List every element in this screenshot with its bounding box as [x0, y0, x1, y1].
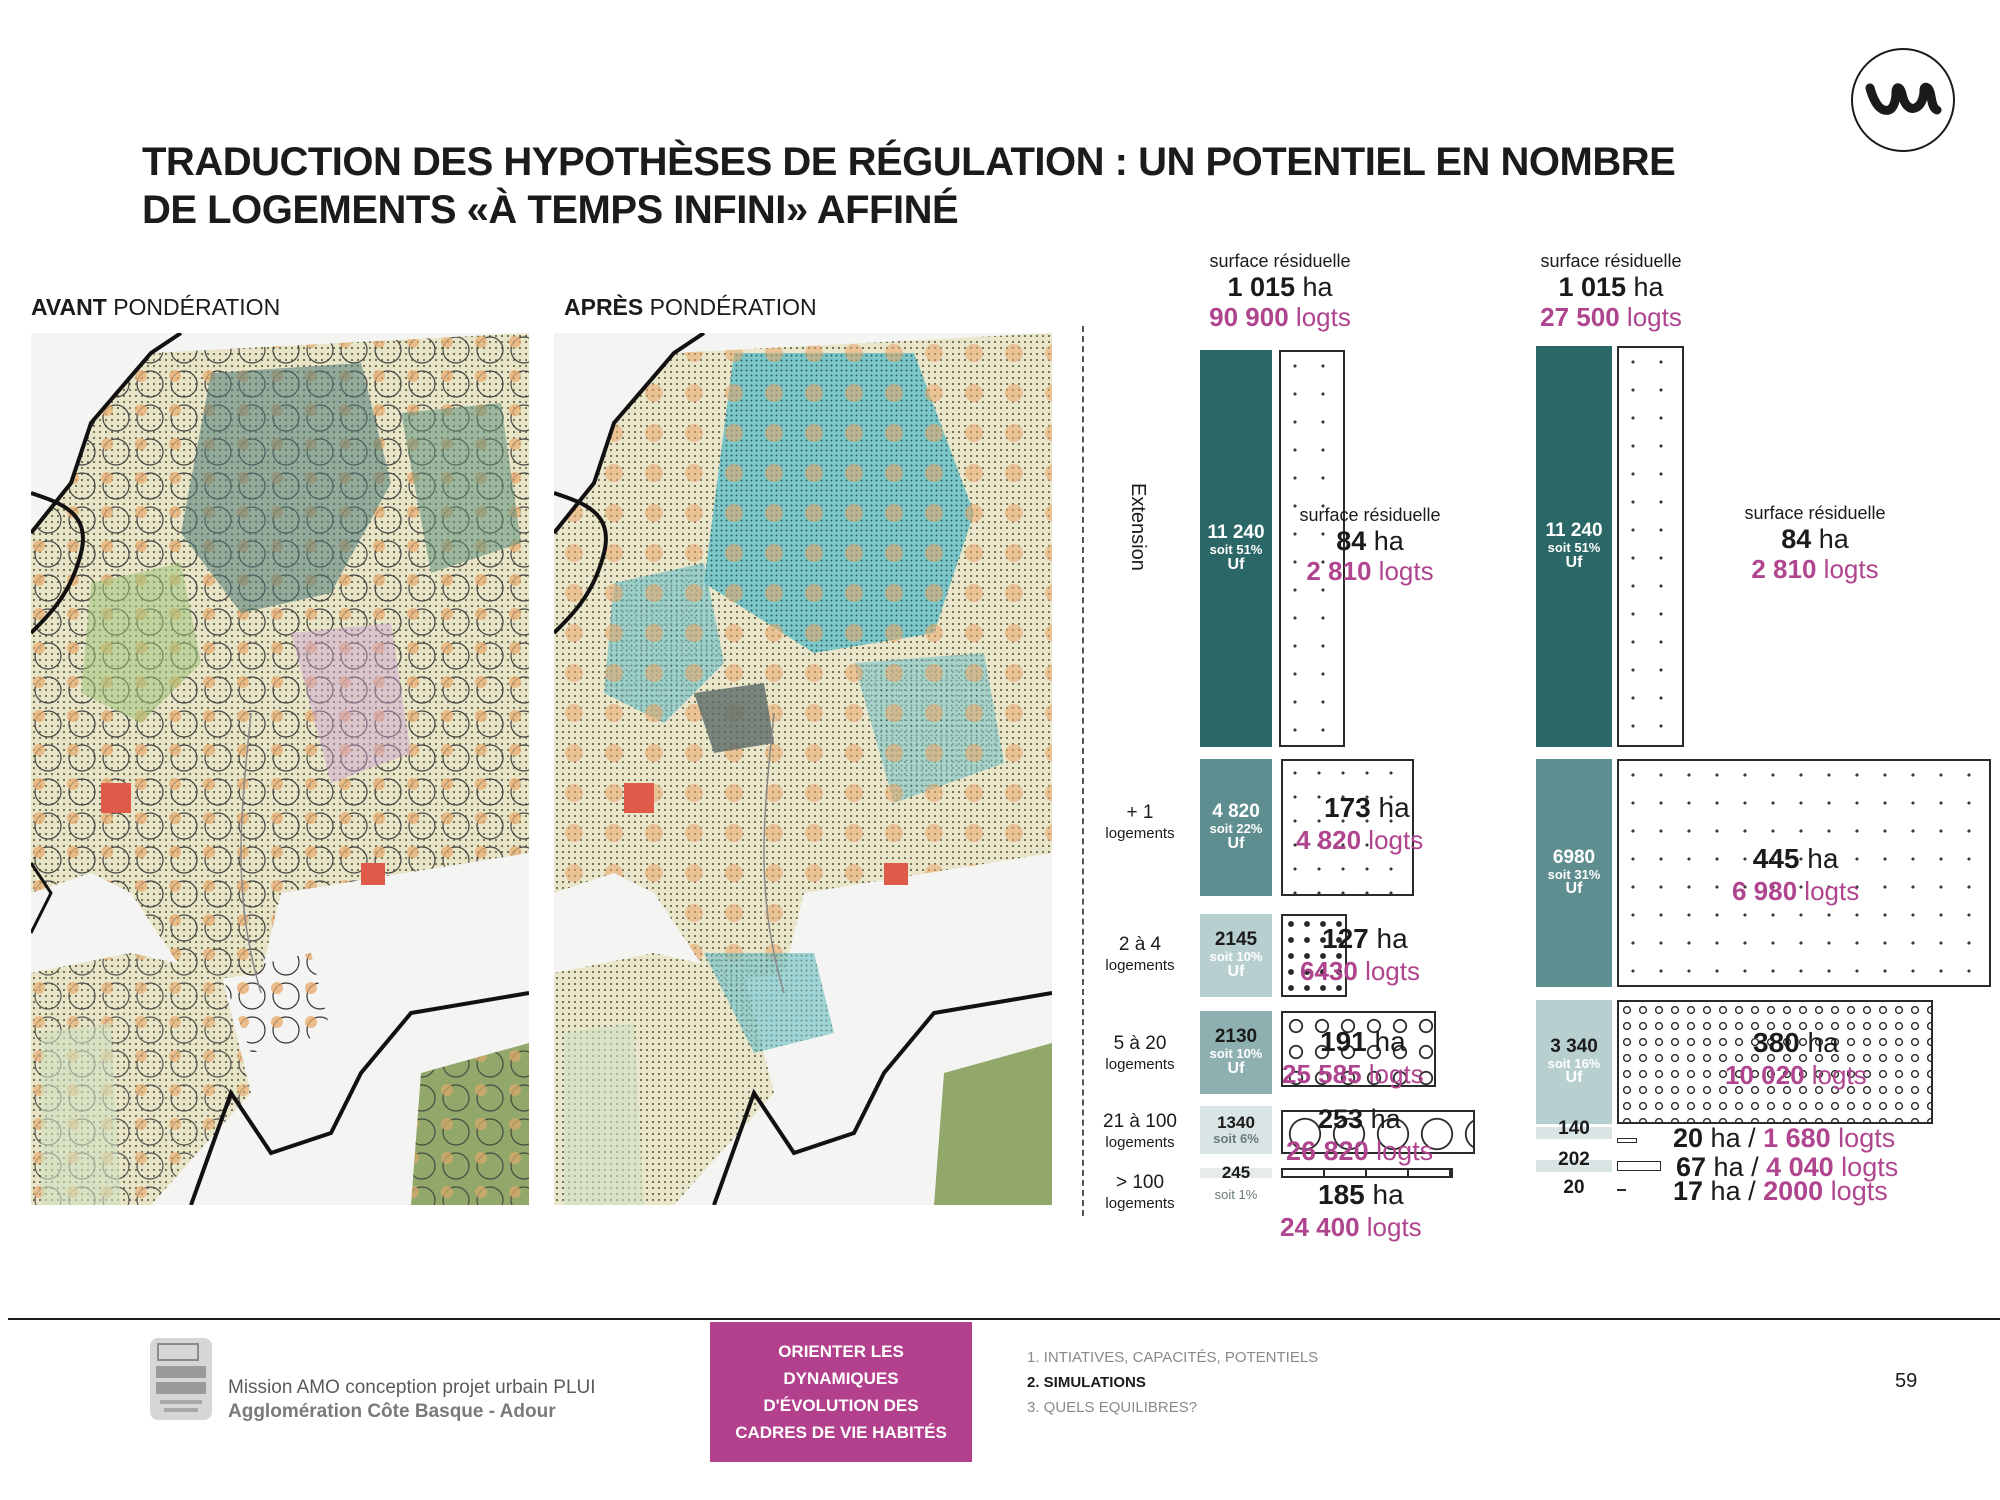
map-apres-svg — [554, 333, 1052, 1205]
col2-header-ha: 1 015 ha — [1558, 271, 1664, 302]
col1-bar-3: 2130 soit 10% Uf — [1200, 1011, 1272, 1094]
col1-value-3: 191 ha 25 585 logts — [1282, 1026, 1424, 1089]
brand-logo-icon — [1865, 82, 1942, 115]
col1-bar-1: 4 820 soit 22% Uf — [1200, 759, 1272, 896]
col2-small-pattern-1 — [1617, 1138, 1637, 1143]
cat-label-1: + 1 logements — [1105, 802, 1175, 842]
col2-small-value-2: 67 ha / 4 040 logts — [1676, 1152, 1899, 1182]
title-line-1: TRADUCTION DES HYPOTHÈSES DE RÉGULATION … — [142, 140, 1676, 184]
col1-header-logts: 90 900 logts — [1209, 301, 1351, 332]
col1-extension-pattern — [1279, 350, 1345, 747]
col2-small-pattern-2 — [1617, 1161, 1661, 1171]
col1-value-2: 127 ha 6430 logts — [1300, 923, 1420, 986]
section-badge: ORIENTER LES DYNAMIQUES D'ÉVOLUTION DES … — [710, 1322, 972, 1462]
col2-extension-bar: 11 240 soit 51% Uf — [1536, 346, 1612, 747]
extension-label: Extension — [1127, 483, 1149, 571]
col1-header: surface résiduelle 1 015 ha 90 900 logts — [1180, 251, 1380, 333]
col2-small-bar-1 — [1536, 1127, 1612, 1139]
col2-extension-pattern — [1617, 346, 1684, 747]
col1-bar-2: 2145 soit 10% Uf — [1200, 914, 1272, 997]
col2-header-label: surface résiduelle — [1540, 251, 1682, 271]
cat-label-2: 2 à 4 logements — [1105, 934, 1175, 974]
col1-extension-bar: 11 240 soit 51% Uf — [1200, 350, 1272, 747]
page-number: 59 — [1895, 1370, 1918, 1392]
col2-small-count-2: 202 — [1558, 1149, 1590, 1170]
page-title: TRADUCTION DES HYPOTHÈSES DE RÉGULATION … — [142, 138, 1676, 234]
col2-value-2: 380 ha 10 020 logts — [1725, 1027, 1867, 1090]
col1-value-1: 173 ha 4 820 logts — [1296, 792, 1424, 855]
footer-mission-text: Mission AMO conception projet urbain PLU… — [228, 1377, 596, 1398]
col2-header-logts: 27 500 logts — [1540, 301, 1682, 332]
col1-pattern-5 — [1281, 1168, 1453, 1178]
footer-mission: Mission AMO conception projet urbain PLU… — [228, 1376, 596, 1424]
col2-small-count-3: 20 — [1563, 1177, 1585, 1198]
col1-header-ha: 1 015 ha — [1227, 271, 1333, 302]
column-divider — [1082, 326, 1084, 1216]
map-label-apres: APRÈS PONDÉRATION — [564, 294, 817, 320]
cat-label-3: 5 à 20 logements — [1105, 1033, 1175, 1073]
col2-bar-2: 3 340 soit 16% Uf — [1536, 1000, 1612, 1124]
map-avant-svg — [31, 333, 529, 1205]
map-avant-ponderation — [31, 333, 529, 1205]
col1-pattern-2 — [1281, 914, 1347, 997]
plui-logo — [150, 1338, 212, 1420]
col2-small-bar-2 — [1536, 1160, 1612, 1172]
col1-bar-5-value: 245 — [1221, 1163, 1251, 1182]
col2-small-pattern-3 — [1617, 1189, 1626, 1191]
col2-bar-1: 6980 soit 31% Uf — [1536, 759, 1612, 987]
map-apres-ponderation — [554, 333, 1052, 1205]
col1-pattern-1 — [1281, 759, 1414, 896]
brand-logo — [1851, 48, 1955, 152]
nav-item-2-current[interactable]: 2. SIMULATIONS — [1027, 1374, 1146, 1391]
col2-value-1: 445 ha 6 980 logts — [1732, 843, 1860, 906]
col2-header: surface résiduelle 1 015 ha 27 500 logts — [1511, 251, 1711, 333]
col1-bar-5-pct: soit 1% — [1214, 1187, 1258, 1202]
col1-header-label: surface résiduelle — [1209, 251, 1351, 271]
map-label-avant: AVANT PONDÉRATION — [31, 294, 281, 320]
col1-bar-4: 1340 soit 6% — [1200, 1106, 1272, 1154]
nav-item-3[interactable]: 3. QUELS EQUILIBRES? — [1027, 1399, 1198, 1416]
col1-pattern-3 — [1281, 1011, 1436, 1087]
col2-extension-value: surface résiduelle 84 ha 2 810 logts — [1744, 503, 1886, 584]
footer-divider — [8, 1318, 2000, 1320]
title-line-2: DE LOGEMENTS «À TEMPS INFINI» AFFINÉ — [142, 188, 959, 232]
col2-small-count-1: 140 — [1558, 1118, 1590, 1139]
cat-label-5: > 100 logements — [1105, 1172, 1175, 1212]
footer-agglo-text: Agglomération Côte Basque - Adour — [228, 1401, 556, 1422]
col2-small-value-3: 17 ha / 2000 logts — [1673, 1176, 1888, 1206]
plui-logo-icon — [150, 1338, 212, 1420]
col2-pattern-2 — [1617, 1000, 1933, 1124]
section-badge-text: ORIENTER LES DYNAMIQUES D'ÉVOLUTION DES … — [735, 1342, 947, 1442]
section-nav: 1. INTIATIVES, CAPACITÉS, POTENTIELS 2. … — [1027, 1345, 1318, 1420]
col1-value-5: 185 ha 24 400 logts — [1280, 1179, 1422, 1242]
col1-value-4: 253 ha 26 820 logts — [1286, 1104, 1434, 1167]
nav-item-1[interactable]: 1. INTIATIVES, CAPACITÉS, POTENTIELS — [1027, 1349, 1319, 1366]
cat-label-4: 21 à 100 logements — [1103, 1111, 1177, 1151]
col2-small-value-1: 20 ha / 1 680 logts — [1673, 1123, 1896, 1153]
col1-extension-value: surface résiduelle 84 ha 2 810 logts — [1299, 505, 1441, 586]
col1-bar-5 — [1200, 1168, 1272, 1178]
col1-pattern-4 — [1281, 1110, 1475, 1154]
col2-pattern-1 — [1617, 759, 1991, 987]
